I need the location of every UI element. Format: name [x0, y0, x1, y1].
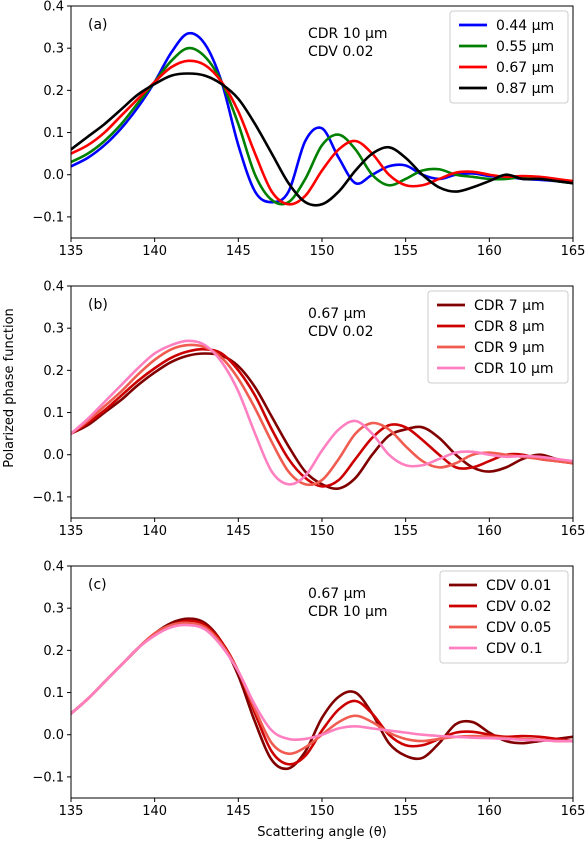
y-tick-label: 0.2: [43, 364, 64, 379]
chart-panel-2: 135 140 145 150 155 160 165 −0.1 0.0 0.1 0.2 0.3 0.4…: [32, 560, 585, 820]
x-tick-label: 165: [561, 244, 586, 259]
series-line-3: [71, 339, 573, 486]
x-tick-label: 155: [393, 804, 418, 819]
y-tick-label: 0.0: [43, 168, 64, 183]
series-line-3: [71, 623, 573, 743]
x-tick-label: 160: [477, 804, 502, 819]
x-tick-label: 135: [59, 524, 84, 539]
legend-label: 0.55 µm: [496, 39, 554, 55]
legend-box: [439, 570, 569, 664]
panel-label: (c): [88, 577, 107, 593]
series-group: [71, 617, 573, 771]
y-tick-label: −0.1: [32, 770, 64, 785]
legend: 0.44 µm 0.55 µm 0.67 µm 0.87 µm: [449, 10, 569, 104]
annotation-text: 0.67 µm: [308, 586, 366, 602]
legend-label: CDR 8 µm: [474, 319, 545, 335]
legend-label: CDR 7 µm: [474, 298, 545, 314]
x-tick-label: 155: [393, 524, 418, 539]
legend-label: 0.87 µm: [496, 81, 554, 97]
annotation-text: CDR 10 µm: [308, 604, 388, 620]
y-tick-label: 0.4: [43, 0, 64, 15]
y-tick-label: −0.1: [32, 490, 64, 505]
y-tick-label: −0.1: [32, 210, 64, 225]
legend-label: CDV 0.02: [486, 599, 552, 615]
x-tick-label: 165: [561, 804, 586, 819]
x-tick-label: 165: [561, 524, 586, 539]
x-tick-label: 145: [226, 244, 251, 259]
annotation-text: CDR 10 µm: [308, 26, 388, 42]
y-tick-label: 0.0: [43, 728, 64, 743]
x-tick-label: 145: [226, 804, 251, 819]
legend: CDR 7 µm CDR 8 µm CDR 9 µm CDR 10 µm: [427, 290, 569, 384]
x-tick-label: 150: [310, 804, 335, 819]
y-tick-label: 0.3: [43, 42, 64, 57]
x-tick-label: 150: [310, 524, 335, 539]
legend-label: CDV 0.05: [486, 620, 552, 636]
y-tick-label: 0.2: [43, 84, 64, 99]
x-tick-label: 135: [59, 244, 84, 259]
x-axis-label: Scattering angle (θ): [257, 825, 386, 840]
x-tick-label: 135: [59, 804, 84, 819]
y-tick-label: 0.4: [43, 560, 64, 575]
y-tick-label: 0.3: [43, 602, 64, 617]
legend-box: [449, 10, 569, 104]
y-tick-label: 0.3: [43, 322, 64, 337]
y-tick-label: 0.1: [43, 686, 64, 701]
x-tick-label: 140: [142, 524, 167, 539]
legend-box: [427, 290, 569, 384]
series-line-0: [71, 352, 573, 491]
series-line-1: [71, 347, 573, 488]
series-line-2: [71, 343, 573, 487]
legend-label: CDR 10 µm: [474, 361, 554, 377]
chart-panel-0: 135 140 145 150 155 160 165 −0.1 0.0 0.1 0.2 0.3 0.4…: [32, 0, 585, 259]
legend-label: 0.44 µm: [496, 18, 554, 34]
y-tick-label: 0.0: [43, 448, 64, 463]
panel-label: (b): [88, 297, 108, 313]
x-tick-label: 160: [477, 524, 502, 539]
annotation-text: 0.67 µm: [308, 306, 366, 322]
annotation-text: CDV 0.02: [308, 324, 374, 340]
chart-panel-1: 135 140 145 150 155 160 165 −0.1 0.0 0.1 0.2 0.3 0.4…: [32, 280, 585, 540]
x-tick-label: 140: [142, 244, 167, 259]
legend-label: CDR 9 µm: [474, 340, 545, 356]
x-tick-label: 160: [477, 244, 502, 259]
y-tick-label: 0.1: [43, 126, 64, 141]
legend-label: CDV 0.01: [486, 578, 552, 594]
legend-label: 0.67 µm: [496, 60, 554, 76]
annotation-text: CDV 0.02: [308, 44, 374, 60]
x-tick-label: 145: [226, 524, 251, 539]
x-tick-label: 140: [142, 804, 167, 819]
series-line-2: [71, 59, 573, 206]
series-group: [71, 31, 573, 207]
y-tick-label: 0.4: [43, 280, 64, 295]
x-tick-label: 155: [393, 244, 418, 259]
series-group: [71, 339, 573, 491]
panel-label: (a): [88, 17, 108, 33]
series-line-3: [71, 72, 573, 207]
legend: CDV 0.01 CDV 0.02 CDV 0.05 CDV 0.1: [439, 570, 569, 664]
y-tick-label: 0.1: [43, 406, 64, 421]
legend-label: CDV 0.1: [486, 641, 543, 657]
x-tick-label: 150: [310, 244, 335, 259]
y-tick-label: 0.2: [43, 644, 64, 659]
y-axis-label: Polarized phase function: [2, 308, 17, 468]
